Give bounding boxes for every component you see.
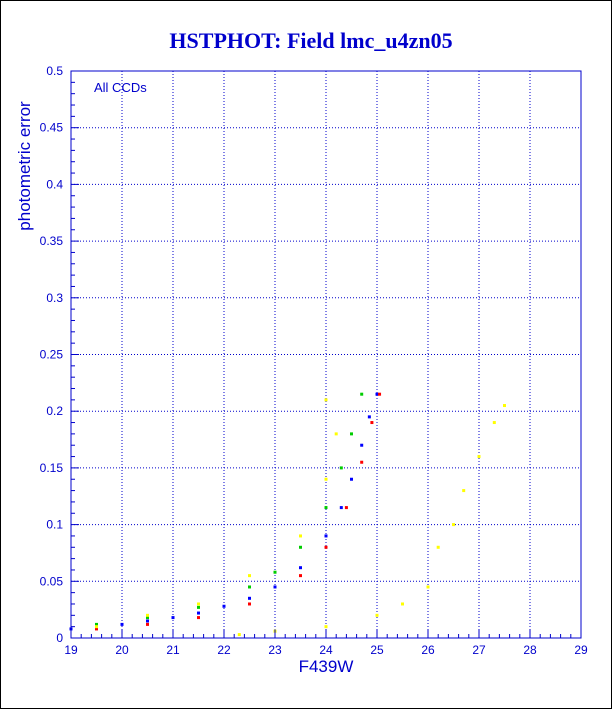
data-point <box>401 602 404 606</box>
x-tick-label: 22 <box>217 643 231 657</box>
data-point <box>503 404 506 408</box>
data-point <box>492 421 496 425</box>
x-tick-label: 21 <box>166 643 180 657</box>
data-point <box>248 596 251 600</box>
data-point <box>299 534 302 538</box>
data-point <box>324 534 328 538</box>
data-point <box>146 622 149 626</box>
data-point <box>222 604 226 608</box>
y-tick-label: 0 <box>56 631 63 645</box>
x-tick-label: 29 <box>574 643 588 657</box>
y-tick-label: 0.05 <box>40 574 64 588</box>
data-point <box>360 392 364 396</box>
data-point <box>95 625 98 629</box>
x-tick-label: 28 <box>523 643 537 657</box>
data-point <box>237 633 241 637</box>
data-point <box>197 616 200 620</box>
data-point <box>324 625 328 629</box>
data-point <box>339 506 343 510</box>
data-point <box>452 523 455 527</box>
data-point <box>95 622 98 626</box>
data-point <box>334 432 338 436</box>
data-point <box>324 477 328 481</box>
data-point <box>350 477 353 481</box>
data-point <box>146 613 149 617</box>
x-tick-label: 25 <box>370 643 384 657</box>
data-point <box>248 585 251 589</box>
data-point <box>146 619 149 623</box>
data-point <box>370 421 374 425</box>
y-tick-label: 0.15 <box>40 461 64 475</box>
data-point <box>197 605 200 609</box>
data-point <box>324 545 328 549</box>
all-ccds-annotation: All CCDs <box>94 80 147 95</box>
data-point <box>375 392 379 396</box>
data-point <box>146 616 149 620</box>
data-point <box>324 398 328 402</box>
data-point <box>324 506 328 510</box>
data-point <box>120 622 124 626</box>
x-tick-label: 27 <box>472 643 486 657</box>
data-point <box>375 613 379 617</box>
y-tick-label: 0.25 <box>40 348 64 362</box>
y-tick-label: 0.35 <box>40 234 64 248</box>
data-point <box>426 585 430 589</box>
data-point <box>95 627 98 631</box>
y-tick-label: 0.1 <box>46 518 63 532</box>
data-point <box>477 455 481 459</box>
data-point <box>171 616 175 620</box>
data-point <box>197 611 200 615</box>
data-point <box>339 466 343 470</box>
data-point <box>197 602 200 606</box>
x-tick-label: 23 <box>268 643 282 657</box>
y-tick-label: 0.4 <box>46 177 63 191</box>
data-point <box>462 489 466 493</box>
y-axis-label: photometric error <box>15 101 34 231</box>
x-tick-label: 26 <box>421 643 435 657</box>
y-tick-label: 0.2 <box>46 404 63 418</box>
data-point <box>344 506 348 510</box>
x-tick-label: 19 <box>64 643 78 657</box>
data-point <box>360 443 364 447</box>
data-points <box>69 392 506 637</box>
data-point <box>350 432 353 436</box>
data-point <box>273 570 277 574</box>
data-point <box>299 574 302 578</box>
y-tick-label: 0.5 <box>46 64 63 78</box>
data-point <box>378 392 382 396</box>
axes: 19 20 21 22 23 24 25 26 27 28 29 0 0.05 0.1 0.15 0.2 0.2… <box>40 64 588 657</box>
data-point <box>299 566 302 570</box>
data-point <box>367 415 371 419</box>
data-point <box>248 602 251 606</box>
data-point <box>248 574 251 578</box>
data-point <box>360 460 364 464</box>
grid <box>71 71 581 638</box>
y-tick-label: 0.45 <box>40 121 64 135</box>
data-point <box>299 545 302 549</box>
data-point <box>273 585 277 589</box>
chart-title: HSTPHOT: Field lmc_u4zn05 <box>169 28 452 53</box>
y-tick-label: 0.3 <box>46 291 63 305</box>
data-point <box>436 545 440 549</box>
x-tick-label: 24 <box>319 643 333 657</box>
x-axis-label: F439W <box>299 657 354 676</box>
x-tick-label: 20 <box>115 643 129 657</box>
